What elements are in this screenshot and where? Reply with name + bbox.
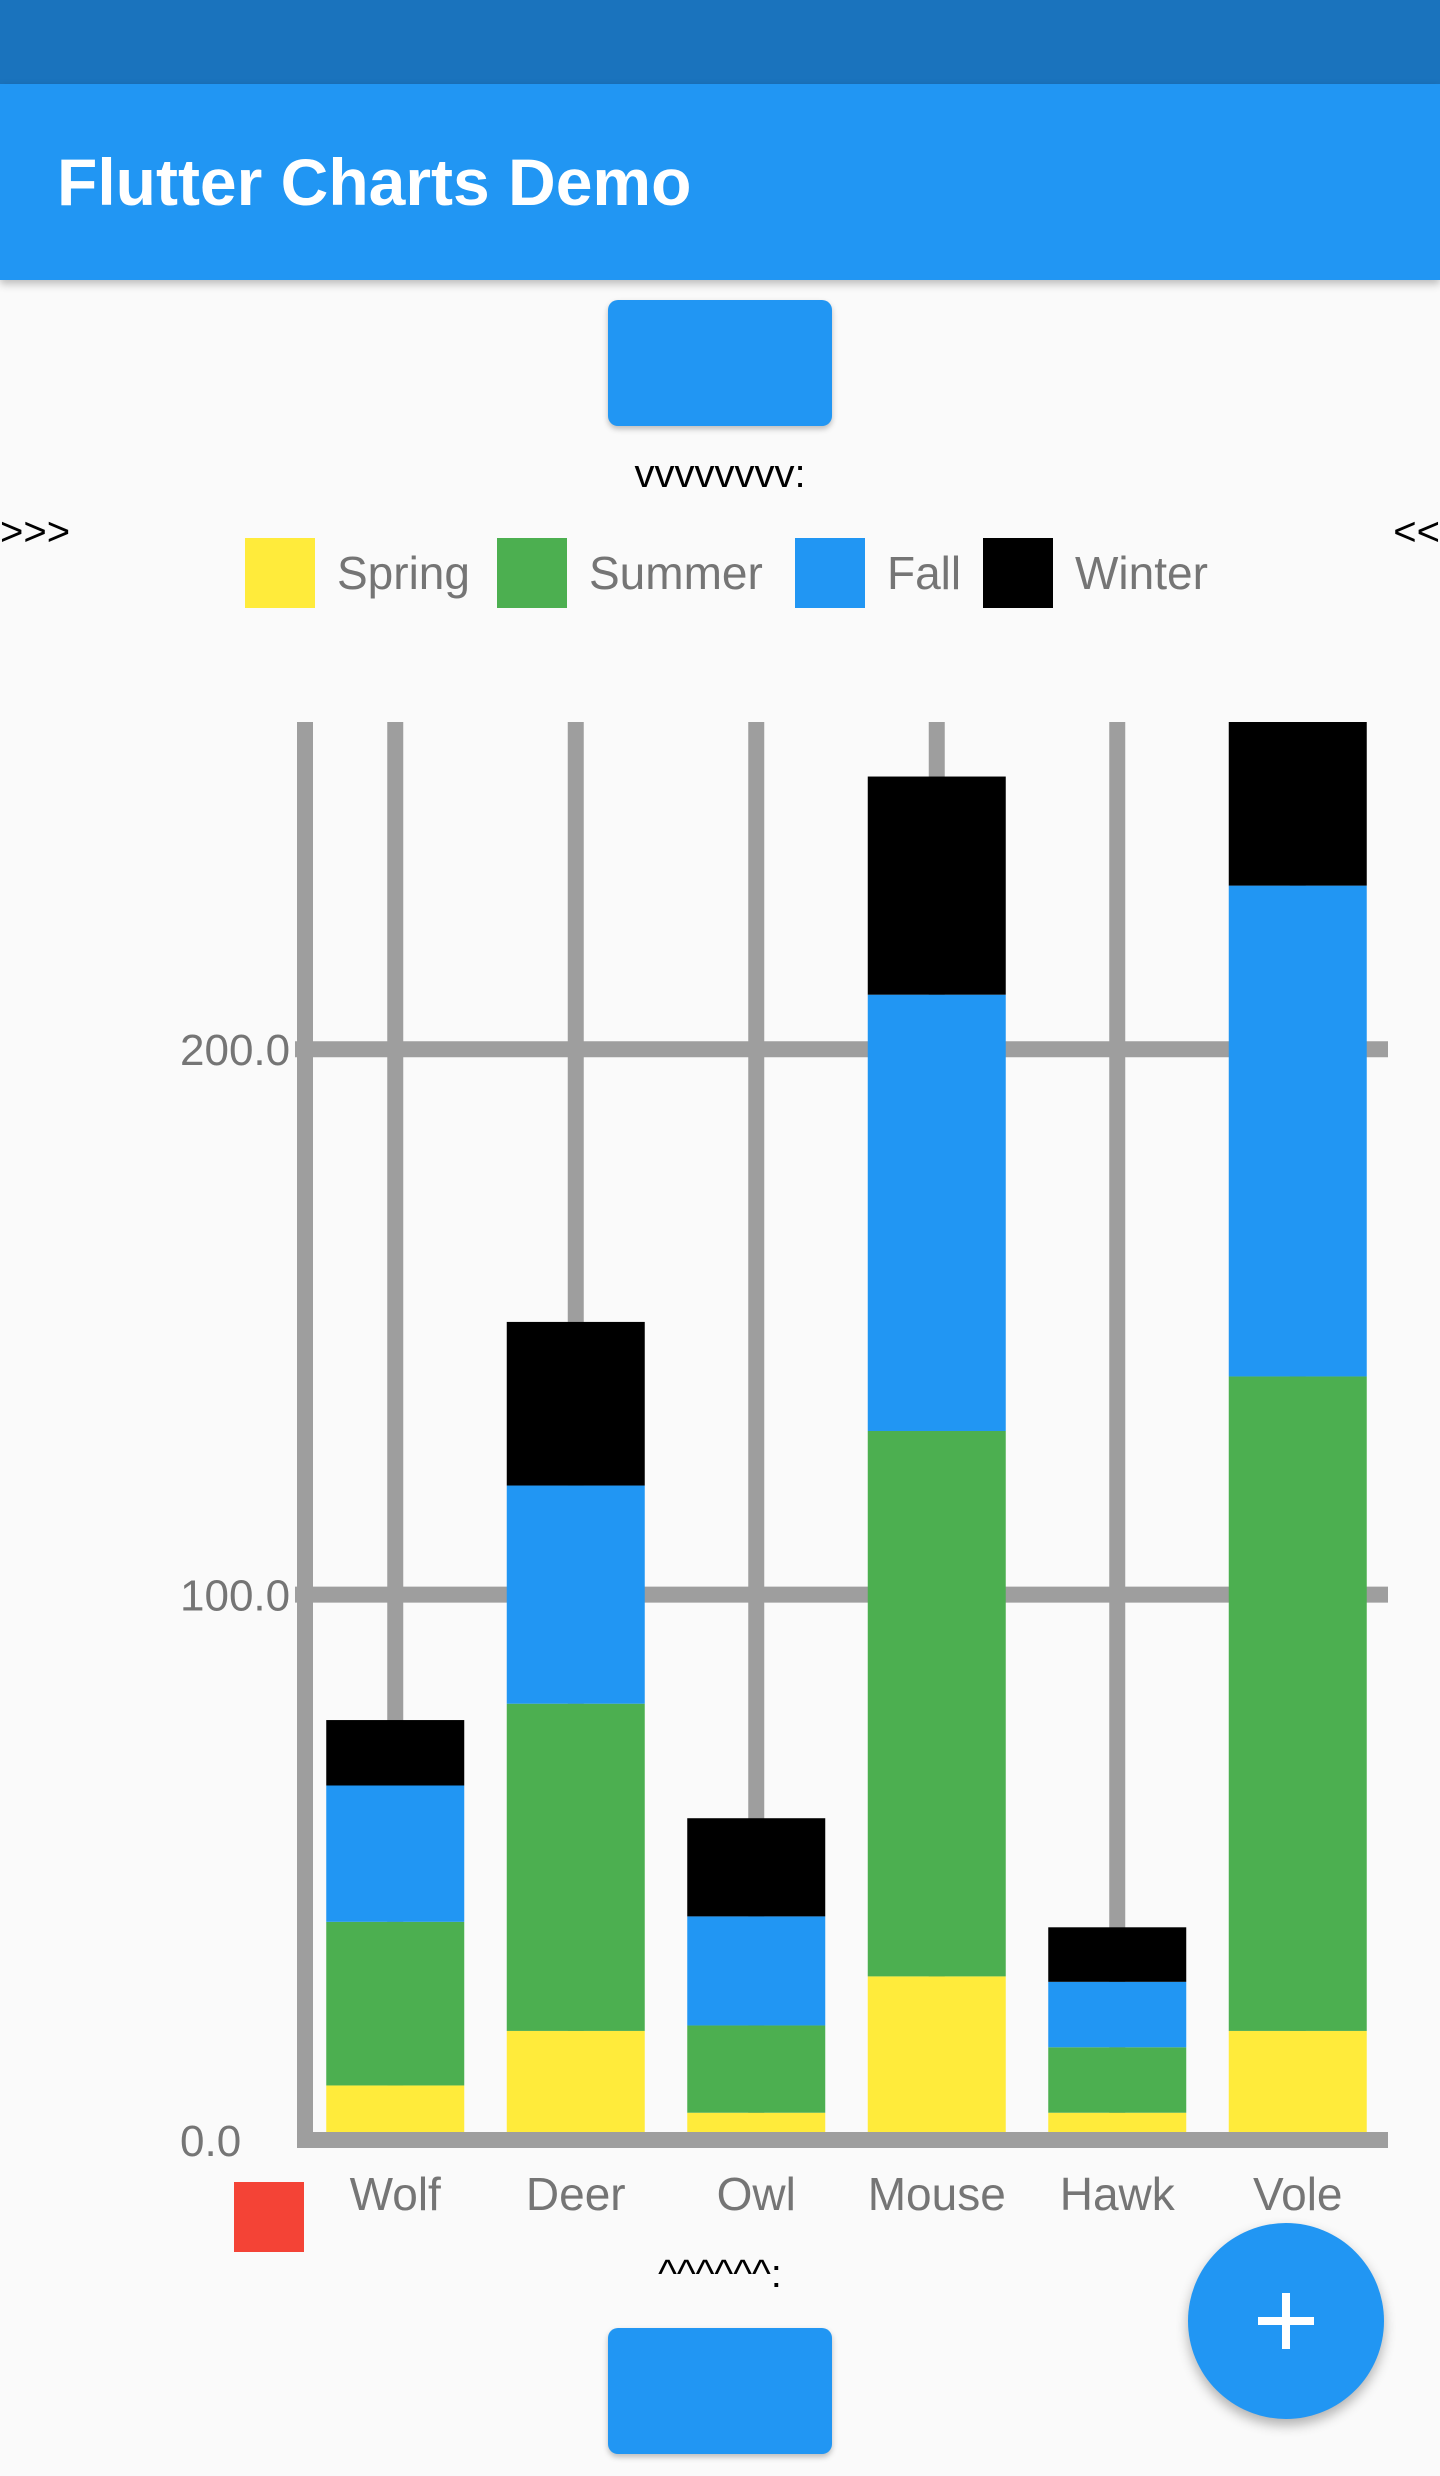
bar-deer-summer [506,1703,645,2031]
left-marker-text: >>> [0,510,71,554]
x-tick-label: Deer [526,2168,626,2220]
legend-swatch-fall [795,538,865,608]
x-tick-label: Mouse [868,2168,1006,2220]
top-button[interactable] [608,300,832,426]
bar-mouse-winter [867,776,1006,995]
bar-owl-winter [687,1818,826,1917]
bar-mouse-summer [867,1431,1006,1977]
bottom-marker-text: ^^^^^^: [658,2252,782,2296]
y-tick-label: 100.0 [180,1572,290,1621]
bar-hawk-fall [1048,1981,1187,2048]
bar-hawk-summer [1048,2047,1187,2113]
x-tick-label: Owl [717,2168,796,2220]
bar-deer-spring [506,2030,645,2140]
bar-wolf-spring [326,2085,465,2140]
legend-swatch-spring [245,538,315,608]
bar-vole-fall [1228,885,1367,1377]
extra-legend-swatch [234,2182,304,2252]
plus-icon [1258,2293,1314,2349]
bar-deer-winter [506,1321,645,1486]
bar-wolf-summer [326,1921,465,2086]
legend-label-winter: Winter [1075,547,1208,599]
bar-wolf-fall [326,1785,465,1922]
bar-owl-summer [687,2025,826,2113]
legend-swatch-summer [497,538,567,608]
bar-hawk-winter [1048,1927,1187,1982]
bar-vole-summer [1228,1376,1367,2031]
bar-mouse-fall [867,994,1006,1431]
bar-vole-spring [1228,2030,1367,2140]
x-tick-label: Vole [1253,2168,1343,2220]
bar-mouse-spring [867,1976,1006,2140]
legend-label-fall: Fall [887,547,961,599]
bar-owl-fall [687,1916,826,2026]
x-tick-label: Hawk [1060,2168,1176,2220]
top-marker-text: vvvvvvvv: [634,452,806,496]
status-bar [0,0,1440,84]
x-tick-label: Wolf [350,2168,441,2220]
right-marker-text: << [1393,510,1440,554]
bottom-button[interactable] [608,2328,832,2454]
y-tick-label: 200.0 [180,1026,290,1075]
bar-deer-fall [506,1485,645,1704]
legend-label-spring: Spring [337,547,470,599]
y-tick-label: 0.0 [180,2117,241,2166]
app-title: Flutter Charts Demo [57,145,692,219]
legend-label-summer: Summer [589,547,763,599]
add-fab-button[interactable] [1188,2223,1384,2419]
bar-vole-winter [1228,722,1367,886]
app-bar: Flutter Charts Demo [0,84,1440,280]
bar-wolf-winter [326,1720,465,1786]
legend-swatch-winter [983,538,1053,608]
